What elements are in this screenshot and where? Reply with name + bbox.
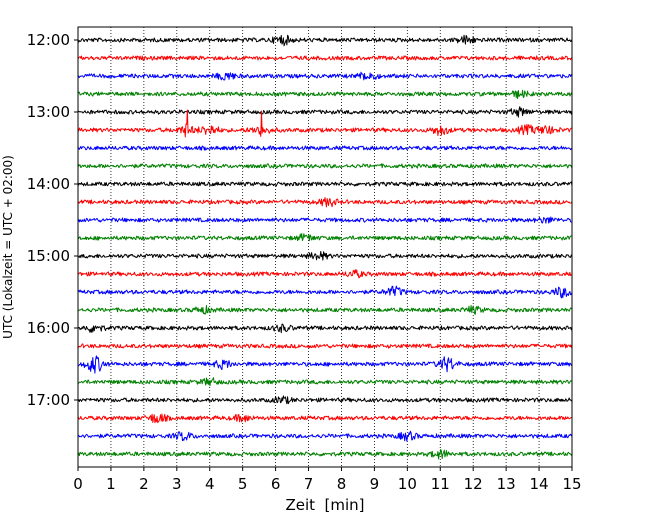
trace-line [77, 250, 573, 261]
trace-line [77, 285, 573, 299]
trace-line [77, 233, 573, 242]
x-axis-label: Zeit [min] [285, 496, 364, 514]
vertical-grid [110, 27, 540, 467]
trace-line [77, 395, 573, 405]
trace-line [77, 377, 573, 387]
x-tick-label: 4 [205, 475, 215, 493]
x-tick-label: 12 [464, 475, 483, 493]
x-tick-label: 0 [73, 475, 83, 493]
y-axis-label: UTC (Lokalzeit = UTC + 02:00) [1, 155, 15, 339]
trace-line [77, 55, 573, 61]
trace-line [77, 71, 573, 81]
trace-line [77, 145, 573, 151]
x-tick-label: 11 [431, 475, 450, 493]
x-tick-label: 2 [139, 475, 149, 493]
trace-line [77, 89, 573, 100]
plot-frame [77, 26, 573, 468]
trace-line [77, 34, 573, 47]
x-tick-label: 1 [106, 475, 116, 493]
x-tick-label: 8 [337, 475, 347, 493]
trace-line [77, 355, 573, 374]
trace-line [77, 343, 573, 349]
trace-line [77, 106, 573, 118]
trace-line [77, 323, 573, 334]
y-tick-label: 13:00 [27, 103, 70, 121]
trace-line [77, 163, 573, 169]
y-tick-label: 12:00 [27, 31, 70, 49]
trace-line [77, 448, 573, 460]
seismic-traces [77, 34, 573, 460]
x-tick-label: 9 [370, 475, 380, 493]
y-tick-label: 15:00 [27, 247, 70, 265]
x-tick-label: 14 [530, 475, 549, 493]
y-tick-label: 16:00 [27, 319, 70, 337]
y-tick-label: 14:00 [27, 175, 70, 193]
trace-line [77, 216, 573, 224]
y-tick-label: 17:00 [27, 391, 70, 409]
trace-line [77, 109, 573, 138]
y-axis-ticks: 12:00 13:00 14:00 15:00 16:00 17:00 [27, 31, 78, 409]
x-tick-label: 3 [172, 475, 182, 493]
x-tick-label: 13 [497, 475, 516, 493]
x-axis-ticks: 0 1 2 3 4 5 6 7 8 9 10 11 12 13 14 15 [73, 467, 582, 493]
x-tick-label: 5 [238, 475, 248, 493]
trace-line [77, 413, 573, 424]
trace-line [77, 304, 573, 315]
trace-line [77, 269, 573, 279]
x-tick-label: 15 [562, 475, 581, 493]
trace-line [77, 197, 573, 208]
x-tick-label: 7 [304, 475, 314, 493]
trace-line [77, 181, 573, 187]
x-tick-label: 6 [271, 475, 281, 493]
trace-line [77, 430, 573, 442]
x-tick-label: 10 [398, 475, 417, 493]
